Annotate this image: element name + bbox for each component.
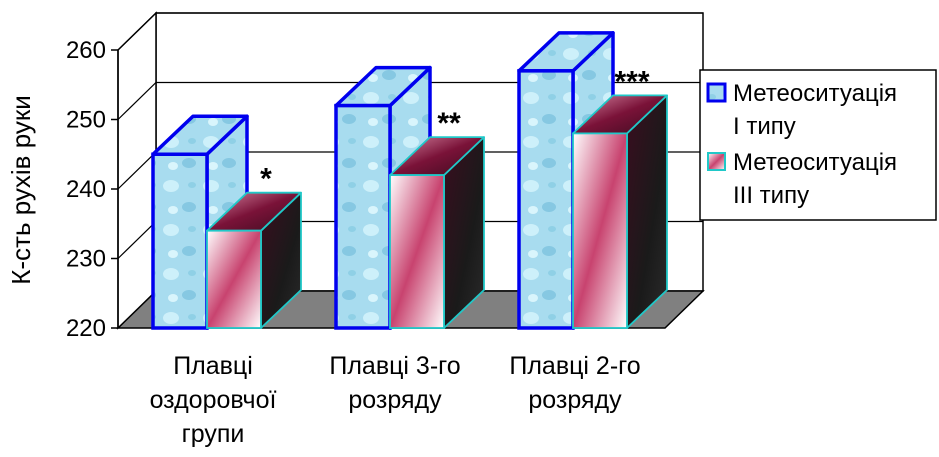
gridline-260 — [117, 12, 703, 51]
y-tick-label-250: 250 — [66, 107, 106, 134]
bars — [151, 31, 668, 330]
legend-label-type3-line2: ІІІ типу — [733, 182, 809, 209]
legend-swatch-type3 — [707, 152, 726, 171]
legend-label-type1-line1: Метеоситуація — [733, 80, 897, 107]
y-axis: 220 230 240 250 260 — [66, 37, 119, 342]
bar-series2-3-front — [572, 132, 628, 329]
bar-series2-3-side — [626, 94, 668, 329]
legend-label-type1-line2: І типу — [733, 113, 796, 140]
bar-series1-2-front — [334, 103, 392, 330]
bar-series2-1-front — [206, 229, 262, 329]
y-tick-label-240: 240 — [66, 176, 106, 203]
category-label-1-line1: Плавці — [173, 352, 253, 380]
category-label-2-line2: розряду — [348, 386, 442, 414]
bar-series2-2-front — [389, 174, 445, 329]
significance-annotations: ****** — [260, 65, 650, 195]
bar-series1-3-front — [517, 69, 575, 330]
legend-label-type3-line1: Метеоситуація — [733, 149, 897, 176]
bar-series2-1 — [206, 191, 302, 329]
annotation-3: *** — [614, 65, 649, 98]
annotation-2: ** — [437, 107, 461, 140]
bar-series1-1-front — [151, 152, 209, 330]
y-tick-label-260: 260 — [66, 37, 106, 64]
x-axis-labels: Плавці оздоровчої групи Плавці 3-го розряду П… — [150, 352, 641, 448]
category-label-3-line2: розряду — [528, 386, 622, 414]
category-label-1-line3: групи — [182, 420, 245, 448]
category-label-3-line1: Плавці 2-го — [509, 352, 640, 380]
category-label-1-line2: оздоровчої — [150, 386, 277, 414]
category-label-2-line1: Плавці 3-го — [329, 352, 460, 380]
legend: Метеоситуація І типу Метеоситуація ІІІ т… — [699, 69, 937, 221]
y-tick-label-220: 220 — [66, 315, 106, 342]
y-tick-label-230: 230 — [66, 246, 106, 273]
annotation-1: * — [260, 163, 272, 196]
legend-swatch-type1 — [706, 82, 727, 103]
bar-series2-2 — [389, 136, 485, 329]
y-axis-label: К-сть рухів руки — [6, 95, 36, 285]
legend-box — [699, 69, 937, 221]
bar-series2-3 — [572, 94, 668, 329]
